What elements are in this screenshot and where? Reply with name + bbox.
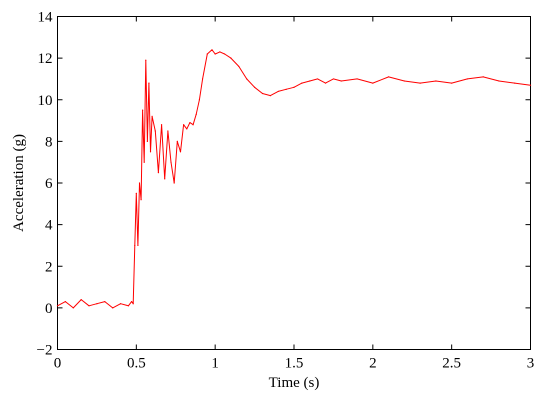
y-tick-label: 10: [38, 93, 53, 109]
data-point: [127, 305, 130, 307]
data-point: [253, 86, 256, 88]
data-point: [96, 303, 98, 305]
data-point: [170, 161, 172, 163]
series-group: [56, 49, 532, 309]
data-point: [498, 80, 500, 82]
y-tick-label: 2: [45, 259, 53, 275]
data-point: [201, 78, 204, 80]
data-point: [157, 171, 160, 174]
data-point: [466, 78, 469, 80]
data-point: [269, 94, 271, 97]
data-point: [160, 124, 163, 126]
data-point: [388, 76, 390, 78]
y-tick-label: −2: [37, 343, 53, 359]
data-point: [186, 128, 188, 130]
data-point: [293, 86, 295, 88]
data-point: [261, 92, 264, 95]
x-tick-label: 2.5: [442, 356, 461, 372]
data-point: [145, 59, 147, 61]
data-point: [198, 99, 200, 101]
data-point: [317, 78, 319, 80]
data-point: [230, 57, 232, 59]
data-point: [529, 84, 532, 86]
x-tick-label: 0.5: [127, 356, 146, 372]
data-point: [138, 182, 141, 184]
data-point: [119, 303, 122, 305]
x-tick-label: 0: [54, 356, 62, 372]
data-point: [64, 301, 66, 303]
x-tick-label: 1.5: [285, 356, 304, 372]
y-tick-label: 14: [38, 10, 54, 26]
y-tick-labels: −2 0 2 4 6 8 10 12 14: [37, 10, 53, 359]
data-point: [195, 113, 197, 115]
data-point: [132, 303, 134, 305]
y-tick-label: 4: [45, 218, 53, 234]
data-point: [112, 307, 114, 309]
data-point: [324, 82, 327, 84]
data-point: [143, 161, 145, 163]
y-tick-label: 12: [38, 51, 53, 67]
y-axis-title: Acceleration (g): [11, 134, 27, 232]
data-point: [356, 78, 358, 80]
data-point: [372, 82, 374, 84]
x-tick-labels: 0 0.5 1 1.5 2 2.5 3: [54, 356, 535, 372]
data-point: [131, 301, 133, 303]
data-point: [332, 78, 335, 80]
data-point: [135, 192, 137, 195]
plot-frame: [57, 16, 531, 350]
data-point: [309, 80, 311, 82]
data-point: [435, 80, 437, 82]
data-point: [137, 244, 139, 247]
data-point: [134, 244, 136, 247]
data-point: [149, 151, 152, 153]
data-point: [238, 65, 240, 68]
data-point: [140, 199, 142, 201]
data-point: [179, 151, 182, 153]
data-point: [277, 90, 279, 93]
data-point: [219, 51, 221, 53]
x-tick-label: 2: [369, 356, 377, 372]
data-point: [451, 82, 453, 84]
data-point: [211, 49, 213, 51]
data-point: [142, 109, 144, 111]
y-tick-label: 0: [45, 301, 53, 317]
y-tick-label: 6: [45, 176, 53, 192]
data-point: [514, 82, 516, 84]
data-point: [301, 82, 303, 84]
data-point: [183, 124, 185, 126]
x-axis-title: Time (s): [269, 375, 320, 391]
data-point: [176, 140, 178, 142]
data-point: [340, 80, 342, 82]
data-point: [189, 122, 191, 124]
data-point: [403, 80, 405, 82]
series-line-0: [57, 49, 531, 309]
data-point: [173, 182, 175, 184]
data-point: [246, 78, 248, 80]
data-point: [88, 305, 90, 307]
x-tick-label: 1: [211, 356, 219, 372]
data-point: [56, 305, 59, 307]
data-point: [482, 76, 484, 78]
data-point: [419, 82, 421, 84]
data-point: [206, 53, 208, 55]
y-tick-label: 8: [45, 134, 53, 150]
data-point: [104, 301, 106, 303]
data-point: [80, 298, 82, 301]
data-point: [167, 130, 169, 132]
data-point: [214, 53, 216, 55]
data-point: [151, 115, 153, 117]
data-point: [154, 130, 156, 132]
axis-ticks: [57, 16, 531, 350]
data-point: [164, 178, 166, 180]
data-point: [146, 140, 148, 142]
data-point: [72, 307, 74, 309]
data-point: [285, 88, 287, 90]
x-tick-label: 3: [527, 356, 535, 372]
data-point: [192, 124, 194, 126]
data-point: [224, 53, 226, 55]
data-point: [148, 82, 150, 84]
